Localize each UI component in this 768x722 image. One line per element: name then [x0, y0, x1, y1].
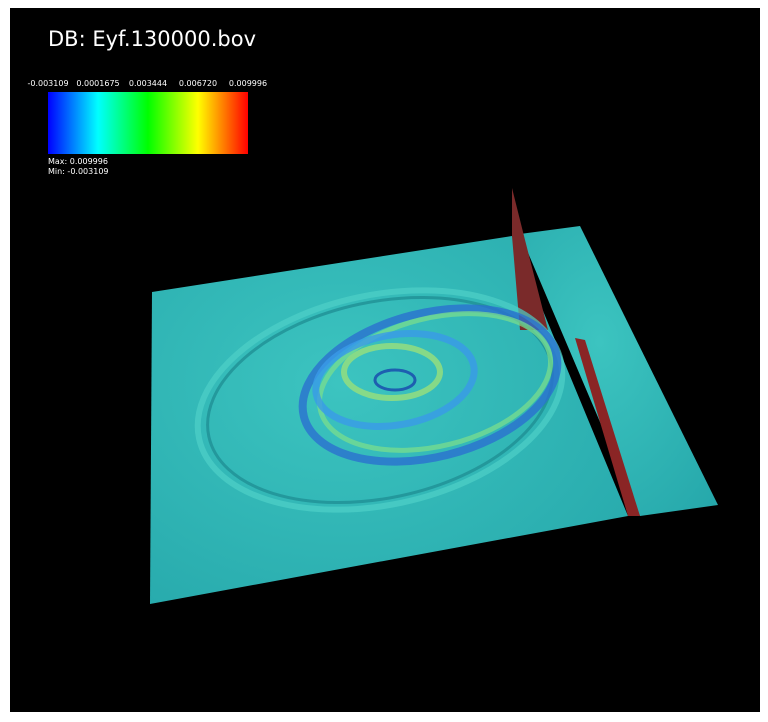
legend-tick-label: -0.003109 [27, 79, 68, 88]
legend-tick-label: 0.003444 [129, 79, 167, 88]
title: DB: Eyf.130000.bov [48, 27, 256, 51]
legend-max: Max: 0.009996 [48, 157, 108, 166]
legend-ticks: -0.003109 0.0001675 0.003444 0.006720 0.0099… [27, 79, 267, 88]
visualization-window: DB: Eyf.130000.bov -0.003109 0.0001675 0.0… [0, 0, 768, 718]
colorbar [48, 92, 248, 154]
legend-min: Min: -0.003109 [48, 167, 109, 176]
legend-tick-label: 0.009996 [229, 79, 267, 88]
legend-tick-label: 0.0001675 [76, 79, 119, 88]
legend-tick-label: 0.006720 [179, 79, 217, 88]
